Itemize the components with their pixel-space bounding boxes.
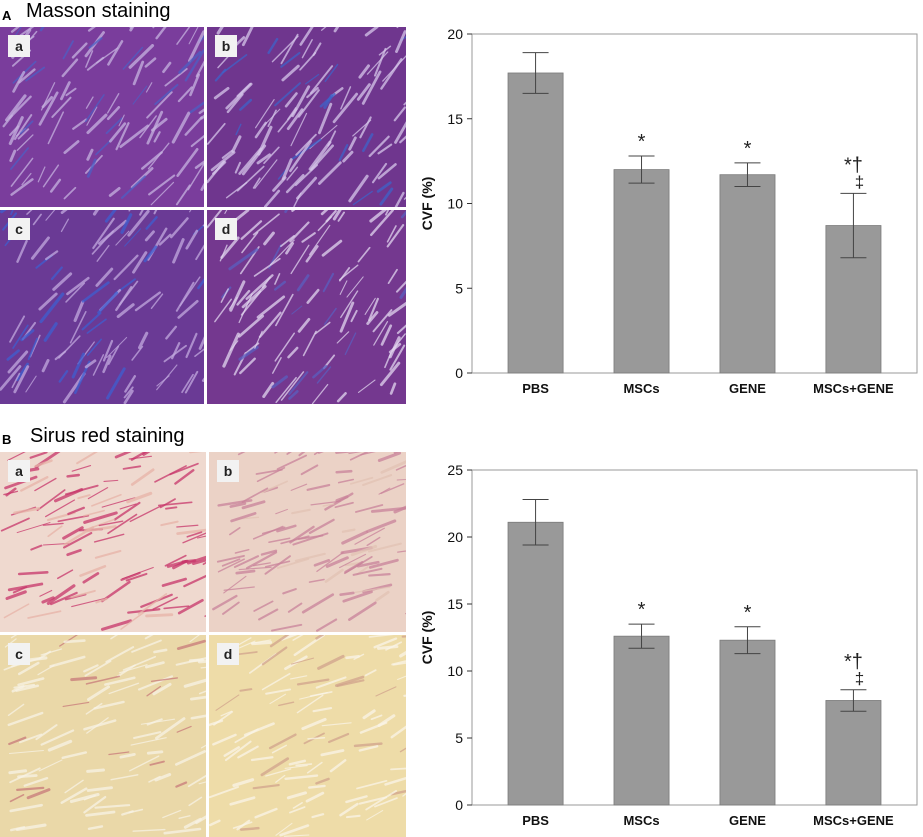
sirius-error-bar	[840, 689, 867, 712]
masson-xtick-label: MSCs	[623, 381, 659, 396]
masson-tile-a-texture	[0, 27, 204, 207]
sirius-cvf-chart: 0 5 10 15 20 25 CVF (%) PBS * MSCs * GENE *† ‡ MSCs+GE…	[419, 462, 918, 828]
masson-error-bar	[522, 52, 549, 94]
masson-xtick-label: PBS	[522, 381, 549, 396]
masson-tile-a-label: a	[8, 35, 30, 57]
panel-b-title: Sirus red staining	[30, 425, 185, 447]
masson-cvf-chart: 0 5 10 15 20 CVF (%) PBS * MSCs * GENE *† ‡ MSCs+GENE	[419, 26, 918, 396]
masson-bar-pbs	[507, 72, 564, 374]
masson-image-grid: a b c d	[0, 27, 406, 404]
sirius-tile-a-texture	[0, 452, 206, 632]
sirius-error-bar	[628, 623, 655, 649]
sirius-tile-b-texture	[209, 452, 406, 632]
sirius-plot-frame	[471, 469, 918, 806]
masson-error-bar	[628, 155, 655, 184]
sirius-tile-a-label: a	[8, 460, 30, 482]
masson-xtick-label: GENE	[729, 381, 766, 396]
sirius-ytick-label: 15	[447, 596, 463, 612]
masson-y-axis-label: CVF (%)	[419, 177, 435, 231]
sirius-xtick-label: PBS	[522, 813, 549, 828]
masson-error-bar	[734, 162, 761, 188]
masson-significance-marker: *	[744, 138, 752, 160]
panel-a-letter: A	[2, 8, 12, 23]
sirius-ytick-label: 25	[447, 462, 463, 478]
sirius-image-grid: a b c d	[0, 452, 406, 837]
masson-tile-d: d	[207, 210, 406, 404]
sirius-xtick-label: MSCs	[623, 813, 659, 828]
sirius-xtick-label: MSCs+GENE	[813, 813, 894, 828]
sirius-ytick-label: 0	[455, 797, 463, 813]
sirius-significance-marker: *	[744, 602, 752, 624]
sirius-tile-d-texture	[209, 635, 406, 837]
masson-tile-c-texture	[0, 210, 204, 404]
sirius-ytick-label: 5	[455, 730, 463, 746]
masson-ytick-label: 5	[455, 280, 463, 296]
sirius-ytick-label: 20	[447, 529, 463, 545]
sirius-xtick-label: GENE	[729, 813, 766, 828]
sirius-tile-c-label: c	[8, 643, 30, 665]
sirius-tile-b-label: b	[217, 460, 239, 482]
sirius-tile-b: b	[209, 452, 406, 632]
sirius-bar-gene	[719, 639, 776, 806]
masson-tile-c-label: c	[8, 218, 30, 240]
masson-ytick-label: 0	[455, 365, 463, 381]
panel-b-letter: B	[2, 432, 12, 447]
sirius-tile-a: a	[0, 452, 206, 632]
sirius-tile-d: d	[209, 635, 406, 837]
sirius-tile-c-texture	[0, 635, 206, 837]
sirius-error-bar	[734, 626, 761, 655]
masson-tile-d-texture	[207, 210, 406, 404]
masson-bar-gene	[719, 174, 776, 374]
panel-a-title: Masson staining	[26, 0, 171, 22]
masson-ytick-label: 20	[447, 26, 463, 42]
masson-tile-b-texture	[207, 27, 406, 207]
masson-bar-mscs	[613, 169, 670, 374]
sirius-y-axis-label: CVF (%)	[419, 611, 435, 665]
masson-tile-d-label: d	[215, 218, 237, 240]
sirius-tile-d-label: d	[217, 643, 239, 665]
sirius-significance-marker: *	[638, 599, 646, 621]
masson-xtick-label: MSCs+GENE	[813, 381, 894, 396]
sirius-bar-pbs	[507, 521, 564, 806]
sirius-tile-c: c	[0, 635, 206, 837]
sirius-bar-mscs	[613, 635, 670, 806]
masson-tile-a: a	[0, 27, 204, 207]
masson-significance-marker: *† ‡	[844, 154, 864, 191]
masson-tile-c: c	[0, 210, 204, 404]
sirius-bar-mscs-gene	[825, 700, 882, 806]
sirius-error-bar	[522, 498, 549, 546]
masson-error-bar	[840, 192, 867, 259]
masson-ytick-label: 10	[447, 196, 463, 212]
masson-tile-b-label: b	[215, 35, 237, 57]
masson-tile-b: b	[207, 27, 406, 207]
masson-significance-marker: *	[638, 131, 646, 153]
sirius-ytick-label: 10	[447, 663, 463, 679]
masson-ytick-label: 15	[447, 111, 463, 127]
sirius-significance-marker: *† ‡	[844, 651, 864, 688]
